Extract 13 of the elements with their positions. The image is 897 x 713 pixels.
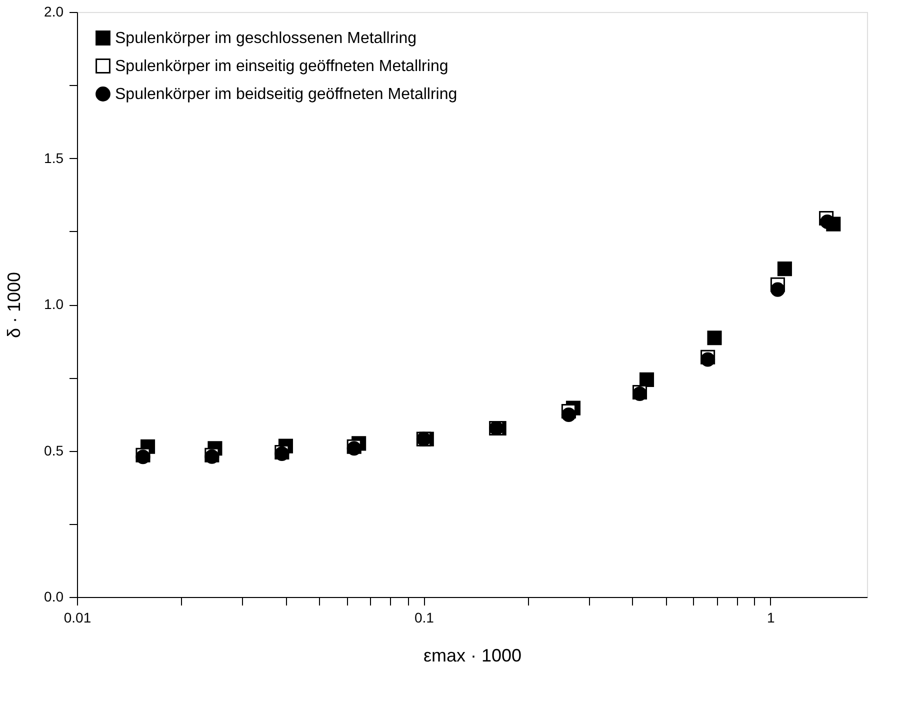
x-tick-label: 0.01 [64,610,92,626]
legend-label: Spulenkörper im einseitig geöffneten Metallring [115,58,448,75]
x-tick-label: 1 [766,610,775,626]
y-tick-label: 2.0 [44,4,64,20]
legend-label: Spulenkörper im geschlossenen Metallring [115,30,416,47]
y-axis-title: δ · 1000 [4,272,24,338]
y-tick-label: 1.0 [44,296,64,312]
x-tick-label: 0.1 [414,610,434,626]
x-axis-title: εmax · 1000 [423,646,522,666]
y-tick-label: 0.5 [44,442,64,458]
y-tick-label: 1.5 [44,150,64,166]
y-tick-label: 0.0 [44,588,64,604]
legend-label: Spulenkörper im beidseitig geöffneten Metallring [115,86,458,103]
